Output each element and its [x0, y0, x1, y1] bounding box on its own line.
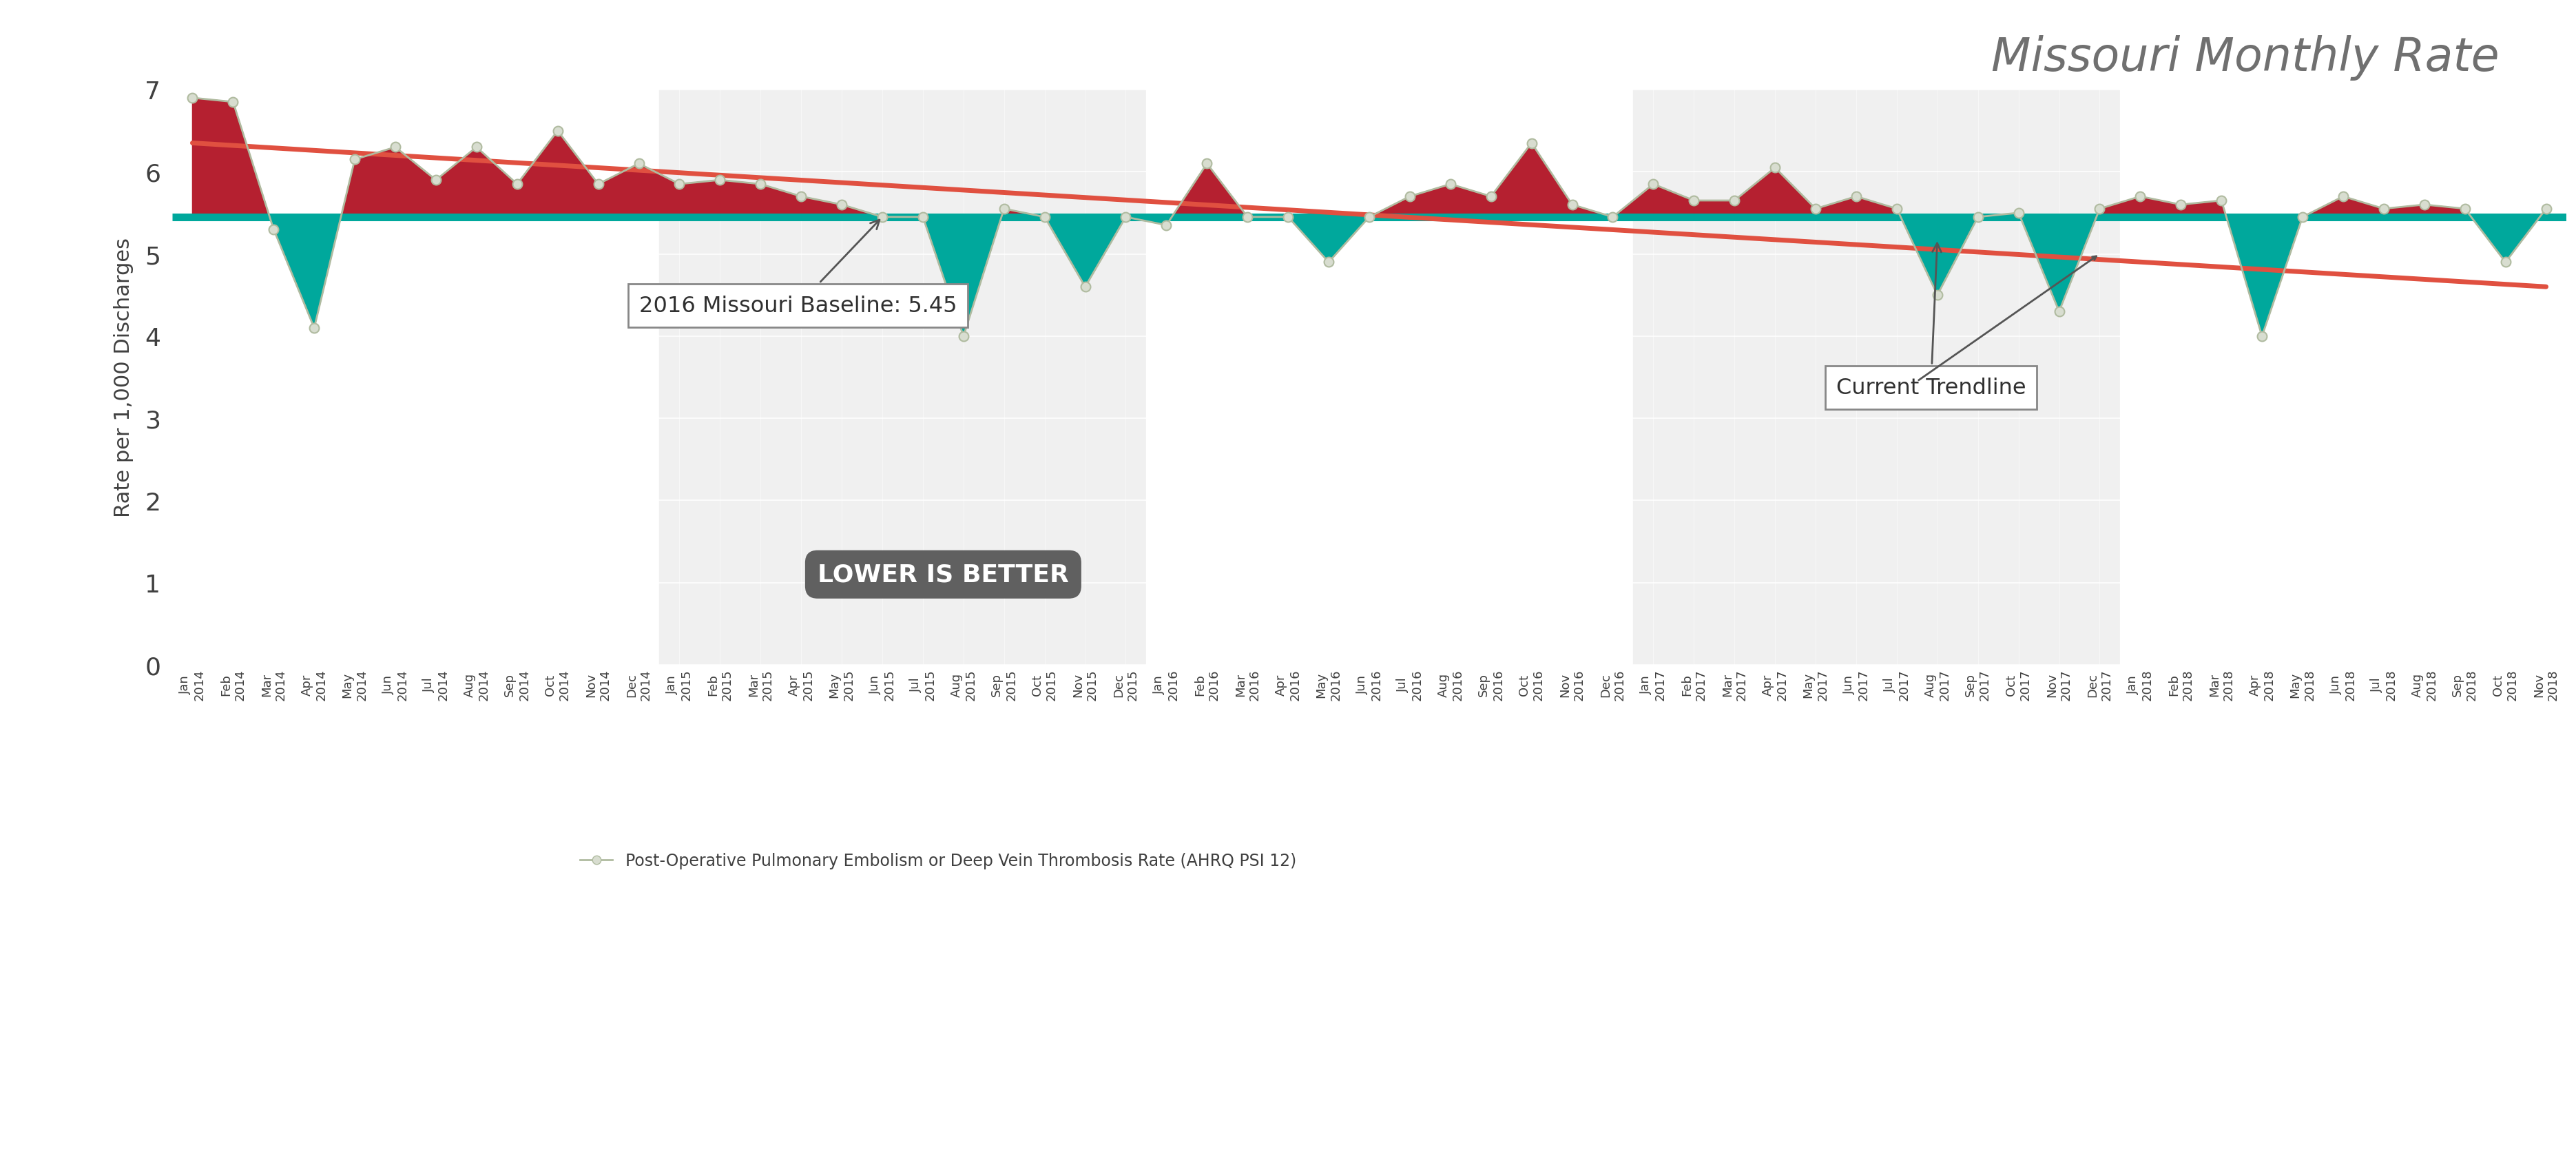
Text: Current Trendline: Current Trendline	[1837, 243, 2025, 399]
Text: Missouri Monthly Rate: Missouri Monthly Rate	[1991, 35, 2499, 81]
Y-axis label: Rate per 1,000 Discharges: Rate per 1,000 Discharges	[113, 238, 134, 517]
Bar	[1146, 91, 1633, 666]
Bar	[2120, 91, 2566, 666]
Bar	[659, 91, 1146, 666]
Text: LOWER IS BETTER: LOWER IS BETTER	[817, 563, 1069, 587]
Bar	[1633, 91, 2120, 666]
Text: 2016 Missouri Baseline: 5.45: 2016 Missouri Baseline: 5.45	[639, 220, 956, 316]
Bar	[173, 91, 659, 666]
Legend: Post-Operative Pulmonary Embolism or Deep Vein Thrombosis Rate (AHRQ PSI 12): Post-Operative Pulmonary Embolism or Dee…	[574, 846, 1303, 875]
